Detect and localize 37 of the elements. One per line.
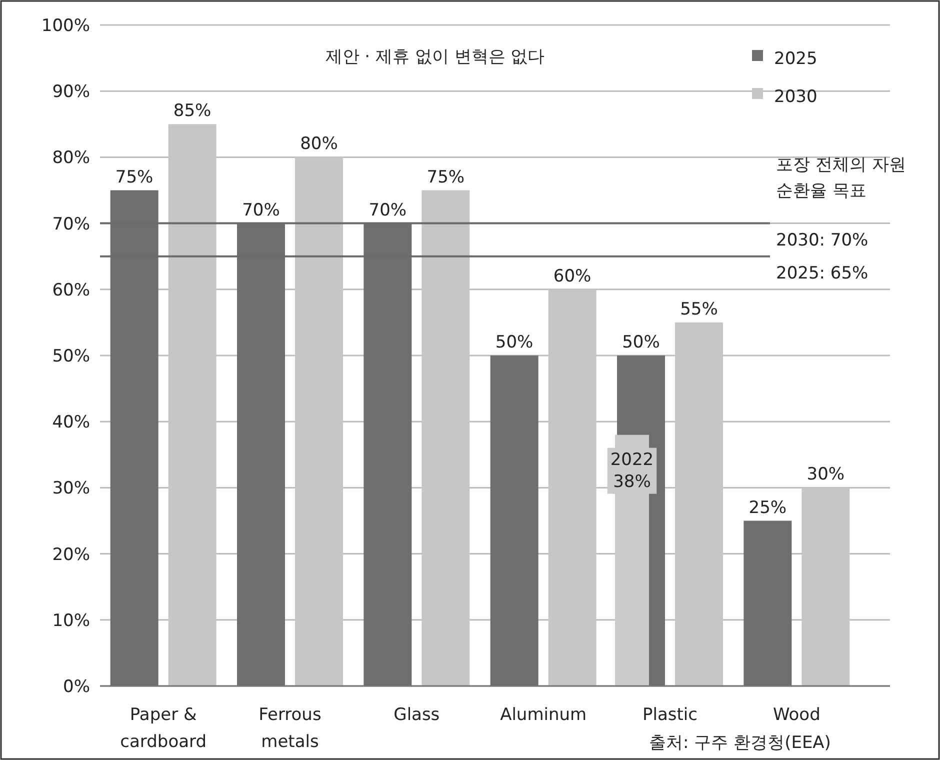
y-tick-label: 70%	[52, 214, 90, 234]
data-label: 80%	[300, 134, 338, 154]
x-tick-label: Plastic	[642, 705, 698, 725]
legend-label: 2030	[774, 87, 818, 107]
y-tick-label: 10%	[52, 610, 90, 631]
annotation: 포장 전체의 자원 순환율 목표	[776, 155, 906, 201]
y-tick-label: 60%	[52, 280, 90, 300]
y-tick-label: 30%	[52, 478, 90, 499]
data-label: 70%	[368, 200, 407, 220]
data-label: 2022 38%	[610, 450, 654, 492]
y-tick-label: 90%	[52, 82, 90, 102]
x-tick-label: Glass	[394, 705, 440, 725]
data-label: 75%	[115, 167, 154, 188]
data-label: 60%	[553, 266, 592, 286]
data-label: 50%	[495, 332, 534, 352]
y-tick-label: 20%	[52, 544, 90, 565]
data-label: 30%	[806, 464, 845, 485]
data-label: 70%	[242, 200, 280, 220]
legend-label: 2025	[774, 49, 818, 69]
y-tick-label: 0%	[63, 677, 90, 697]
x-tick-label: Paper & cardboard	[120, 705, 207, 752]
x-tick-label: Wood	[772, 705, 820, 725]
y-tick-label: 80%	[52, 148, 90, 168]
data-label: 25%	[748, 498, 787, 518]
data-label: 55%	[680, 299, 718, 320]
x-tick-label: Ferrous metals	[258, 705, 322, 752]
data-label: 50%	[622, 332, 660, 352]
ref-line-label: 2025: 65%	[776, 263, 868, 284]
data-label: 75%	[426, 167, 465, 188]
text: 제안 · 제휴 없이 변혁은 없다	[325, 47, 545, 67]
ref-line-label: 2030: 70%	[776, 230, 868, 250]
y-tick-label: 100%	[41, 16, 90, 36]
source-note: 출처: 구주 환경청(EEA)	[649, 733, 831, 753]
y-tick-label: 50%	[52, 346, 90, 366]
data-label: 85%	[173, 101, 212, 122]
x-tick-label: Aluminum	[500, 705, 587, 725]
y-tick-label: 40%	[52, 412, 90, 433]
